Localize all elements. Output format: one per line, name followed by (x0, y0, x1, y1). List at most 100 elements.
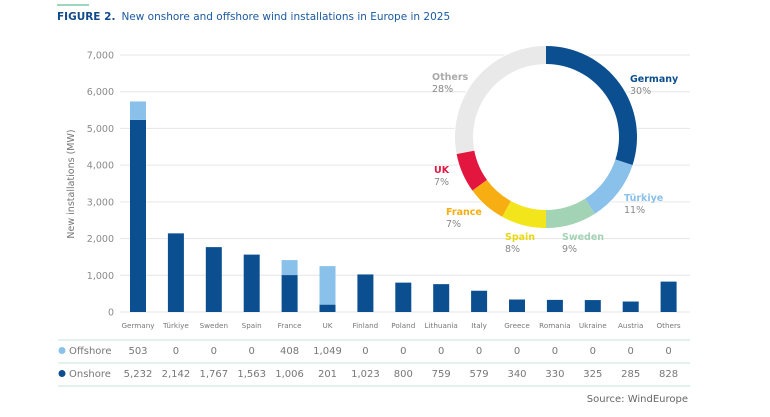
bar-onshore (319, 304, 336, 312)
bar-onshore (167, 233, 184, 312)
onshore-value: 325 (583, 369, 602, 380)
bar-offshore (319, 266, 336, 305)
bar-onshore (622, 301, 639, 312)
onshore-value: 1,006 (275, 369, 304, 380)
y-tick-label: 3,000 (87, 197, 114, 208)
offshore-value: 1,049 (313, 346, 342, 357)
donut-pct: 7% (446, 219, 461, 230)
y-tick-label: 6,000 (87, 87, 114, 98)
x-tick-label: Spain (242, 321, 262, 330)
x-tick-label: France (278, 321, 302, 330)
offshore-value: 0 (590, 346, 596, 357)
donut-label: France (446, 207, 482, 218)
onshore-value: 340 (507, 369, 526, 380)
x-tick-label: Türkiye (162, 321, 189, 330)
offshore-value: 408 (280, 346, 299, 357)
x-tick-label: Sweden (200, 321, 228, 330)
x-tick-label: Ukraine (579, 321, 607, 330)
donut-slice-spain (502, 200, 546, 228)
x-tick-label: Lithuania (425, 321, 458, 330)
onshore-value: 5,232 (124, 369, 153, 380)
x-tick-label: Germany (121, 321, 155, 330)
donut-pct: 7% (434, 177, 449, 188)
offshore-value: 0 (173, 346, 179, 357)
x-tick-label: Greece (504, 321, 530, 330)
x-tick-label: Romania (539, 321, 570, 330)
donut-bg (454, 45, 638, 229)
donut-label: Sweden (562, 232, 604, 243)
onshore-value: 828 (659, 369, 678, 380)
offshore-value: 0 (362, 346, 368, 357)
bar-onshore (433, 284, 450, 312)
donut-label: Germany (630, 74, 679, 85)
onshore-value: 759 (432, 369, 451, 380)
offshore-value: 0 (438, 346, 444, 357)
y-axis-label: New installations (MW) (66, 129, 77, 238)
onshore-value: 1,563 (237, 369, 266, 380)
offshore-value: 0 (552, 346, 558, 357)
bar-offshore (281, 260, 298, 276)
donut-label: UK (434, 165, 450, 176)
donut-pct: 11% (624, 205, 645, 216)
onshore-value: 1,023 (351, 369, 380, 380)
bar-offshore (130, 101, 146, 120)
donut-pct: 30% (630, 86, 651, 97)
bar-onshore (205, 247, 222, 312)
bar-onshore (281, 275, 298, 312)
onshore-value: 800 (394, 369, 413, 380)
donut-slice-others (454, 46, 546, 155)
offshore-value: 503 (128, 346, 147, 357)
offshore-value: 0 (211, 346, 217, 357)
offshore-value: 0 (476, 346, 482, 357)
donut-label: Türkiye (624, 193, 663, 204)
onshore-value: 1,767 (199, 369, 228, 380)
donut-pct: 28% (432, 84, 453, 95)
bar-onshore (471, 290, 488, 312)
onshore-value: 330 (545, 369, 564, 380)
x-tick-label: Others (657, 321, 681, 330)
onshore-legend-dot (58, 370, 66, 377)
donut-slice-france (472, 179, 511, 217)
title-accent-line (57, 4, 89, 6)
donut-label: Spain (505, 232, 535, 243)
offshore-value: 0 (628, 346, 634, 357)
y-tick-label: 1,000 (87, 271, 114, 282)
y-tick-label: 5,000 (87, 124, 114, 135)
offshore-value: 0 (665, 346, 671, 357)
offshore-value: 0 (249, 346, 255, 357)
bar-onshore (130, 119, 146, 312)
donut-pct: 8% (505, 244, 520, 255)
bar-onshore (357, 274, 374, 312)
offshore-row-label: Offshore (69, 346, 111, 357)
y-tick-label: 7,000 (87, 51, 114, 62)
offshore-value: 0 (514, 346, 520, 357)
bar-onshore (509, 299, 525, 312)
donut-slice-germany (546, 46, 637, 166)
onshore-value: 579 (470, 369, 489, 380)
x-tick-label: UK (323, 321, 333, 330)
onshore-value: 285 (621, 369, 640, 380)
donut-slice-uk (456, 150, 487, 191)
figure-title: FIGURE 2. New onshore and offshore wind i… (57, 11, 450, 23)
figure-label: FIGURE 2. (57, 11, 116, 23)
bar-onshore (546, 299, 563, 312)
onshore-row-label: Onshore (69, 369, 111, 380)
x-tick-label: Poland (391, 321, 415, 330)
donut-pct: 9% (562, 244, 577, 255)
bar-onshore (584, 300, 601, 312)
bar-onshore (660, 281, 677, 312)
y-tick-label: 0 (108, 308, 114, 319)
donut-slice-sweden (546, 198, 595, 228)
bar-onshore (395, 282, 412, 312)
y-tick-label: 4,000 (87, 161, 114, 172)
donut-label: Others (432, 72, 469, 83)
y-tick-label: 2,000 (87, 234, 114, 245)
onshore-value: 201 (318, 369, 337, 380)
onshore-value: 2,142 (162, 369, 191, 380)
x-tick-label: Finland (353, 321, 379, 330)
bar-onshore (243, 254, 260, 312)
figure-title-text: New onshore and offshore wind installati… (121, 11, 451, 23)
donut-slice-türkiye (585, 159, 633, 214)
x-tick-label: Italy (471, 321, 487, 330)
